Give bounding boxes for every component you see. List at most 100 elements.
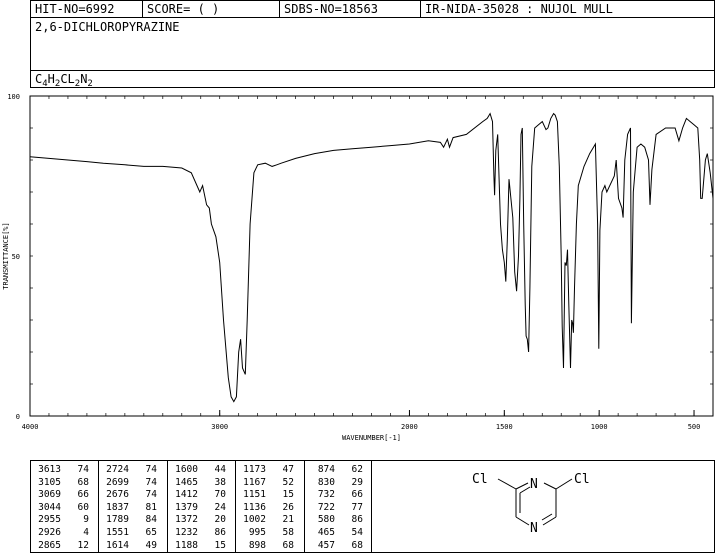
peak-transmittance: 84 [145,514,157,526]
y-tick-label: 100 [7,93,20,101]
peak-transmittance: 74 [145,476,157,488]
peak-row: 580 86 [305,514,371,527]
peak-wavenumber: 2676 [106,489,129,501]
peak-transmittance: 52 [282,476,294,488]
peak-transmittance: 74 [145,464,157,475]
peak-wavenumber: 2865 [38,539,61,551]
peak-row: 1837 81 [99,502,167,515]
peak-row: 830 29 [305,477,371,490]
peak-wavenumber: 1188 [175,539,198,551]
peak-row: 1372 20 [168,514,235,527]
peak-row: 1789 84 [99,514,167,527]
x-tick-label: 4000 [22,423,39,431]
peak-row: 2865 12 [31,540,98,553]
peak-row: 722 77 [305,502,371,515]
peak-transmittance: 86 [351,514,363,526]
peak-wavenumber: 1551 [106,526,129,538]
formula-element: CL [60,72,75,86]
plot-frame [29,95,714,417]
peak-wavenumber: 1002 [243,514,266,526]
spectrum-line [29,112,714,403]
peak-wavenumber: 722 [317,501,335,513]
peak-row: 3613 74 [31,464,98,477]
peak-wavenumber: 1372 [175,514,198,526]
peak-row: 898 68 [236,540,304,553]
peak-transmittance: 81 [145,501,157,513]
peak-column: 1173 47 1167 52 1151 15 1136 26 1002 21 995 58 898 68 [236,461,305,552]
peak-row: 1167 52 [236,477,304,490]
hit-no: HIT-NO=6992 [31,1,143,18]
peak-wavenumber: 3105 [38,476,61,488]
formula-subscript: 2 [54,79,61,89]
x-tick-label: 2000 [401,423,418,431]
compound-name: 2,6-DICHLOROPYRAZINE [35,20,180,34]
score: SCORE= ( ) [143,1,280,18]
peak-transmittance: 20 [214,514,226,526]
peak-transmittance: 15 [282,489,294,501]
peak-wavenumber: 2699 [106,476,129,488]
peak-transmittance: 9 [83,514,89,526]
peak-wavenumber: 465 [317,526,335,538]
ir-spectrum-chart: 4000 3000 2000 1500 1000 500 0 50 100 WAVENUMBER… [2,93,714,442]
peak-wavenumber: 2926 [38,526,61,538]
peak-row: 1614 49 [99,540,167,553]
peak-transmittance: 44 [214,464,226,475]
formula-subscript: 2 [87,79,93,89]
peak-transmittance: 66 [77,489,89,501]
peak-transmittance: 38 [214,476,226,488]
peak-transmittance: 4 [83,526,89,538]
peak-row: 1173 47 [236,464,304,477]
peak-transmittance: 58 [282,526,294,538]
peak-wavenumber: 1232 [175,526,198,538]
molecular-formula: C4H2CL2N2 [35,72,93,89]
sdbs-no: SDBS-NO=18563 [280,1,421,18]
peak-row: 465 54 [305,527,371,540]
peak-wavenumber: 457 [317,539,335,551]
formula-subscript: 2 [74,79,81,89]
peak-row: 3044 60 [31,502,98,515]
peak-row: 1412 70 [168,489,235,502]
peak-row: 1551 65 [99,527,167,540]
y-tick-label: 50 [12,253,20,261]
peak-transmittance: 21 [282,514,294,526]
peak-wavenumber: 1614 [106,539,129,551]
compound-name-box: 2,6-DICHLOROPYRAZINE [30,17,715,71]
peak-transmittance: 15 [214,539,226,551]
peak-transmittance: 24 [214,501,226,513]
peak-wavenumber: 3069 [38,489,61,501]
x-tick-label: 3000 [211,423,228,431]
atom-n-bottom: N [530,521,538,536]
peak-row: 2676 74 [99,489,167,502]
peak-transmittance: 65 [145,526,157,538]
peak-row: 2699 74 [99,477,167,490]
peak-wavenumber: 732 [317,489,335,501]
peak-transmittance: 62 [351,464,363,475]
peak-row: 1379 24 [168,502,235,515]
peak-transmittance: 74 [77,464,89,475]
peak-wavenumber: 995 [248,526,266,538]
peak-transmittance: 26 [282,501,294,513]
peak-row: 1151 15 [236,489,304,502]
peak-table: 3613 74 3105 68 3069 66 3044 60 2955 9 2926 4 2865 12… [30,460,372,553]
peak-column: 2724 74 2699 74 2676 74 1837 81 1789 84 1551 65 1614… [99,461,168,552]
peak-wavenumber: 1379 [175,501,198,513]
peak-transmittance: 68 [351,539,363,551]
peak-wavenumber: 898 [248,539,266,551]
peak-wavenumber: 1173 [243,464,266,475]
formula-element: H [47,72,55,86]
peak-transmittance: 86 [214,526,226,538]
peak-row: 1188 15 [168,540,235,553]
peak-wavenumber: 2724 [106,464,129,475]
peak-row: 2724 74 [99,464,167,477]
molecule-structure: Cl N Cl N [472,472,590,536]
structure-box: Cl N Cl N [372,460,715,553]
formula-element: N [80,72,88,86]
ir-nida: IR-NIDA-35028 : NUJOL MULL [425,2,613,16]
peak-wavenumber: 1167 [243,476,266,488]
peak-transmittance: 68 [77,476,89,488]
peak-wavenumber: 1151 [243,489,266,501]
y-tick-label: 0 [16,413,20,421]
peak-column: 1600 44 1465 38 1412 70 1379 24 1372 20 1232 86 1188… [168,461,236,552]
peak-transmittance: 29 [351,476,363,488]
formula-subscript: 4 [42,79,48,89]
